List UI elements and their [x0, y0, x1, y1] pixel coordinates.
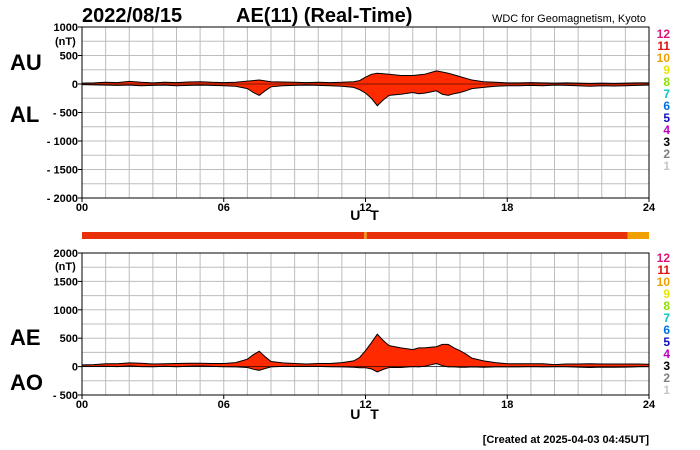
- station-count-label: 10: [657, 275, 671, 289]
- y-tick-label: 0: [72, 362, 78, 374]
- x-tick-label: 00: [76, 399, 88, 411]
- ao-label: AO: [10, 370, 43, 395]
- station-count-label: 7: [663, 311, 670, 325]
- y-tick-label: 1500: [54, 276, 78, 288]
- station-count-label: 2: [663, 371, 670, 385]
- top-grid: [82, 27, 649, 198]
- top-plot: [81, 70, 650, 107]
- y-tick-label: - 2000: [47, 193, 78, 205]
- station-count-label: 4: [663, 347, 670, 361]
- station-count-label: 7: [663, 87, 670, 101]
- station-count-label: 12: [657, 27, 671, 41]
- y-tick-label: 2000: [54, 248, 78, 260]
- au-label: AU: [10, 50, 42, 75]
- station-count-label: 1: [663, 159, 670, 173]
- station-count-label: 8: [663, 299, 670, 313]
- top-unit-label: (nT): [55, 36, 76, 48]
- range-fill-area: [82, 334, 649, 372]
- status-segment: [82, 232, 365, 239]
- date-label: 2022/08/15: [82, 5, 182, 27]
- station-count-label: 12: [657, 251, 671, 265]
- station-count-label: 2: [663, 147, 670, 161]
- x-tick-label: 06: [218, 202, 230, 214]
- y-tick-label: - 1500: [47, 165, 78, 177]
- station-count-label: 3: [663, 135, 670, 149]
- top-x-axis-title: U T: [350, 207, 382, 223]
- created-timestamp: [Created at 2025-04-03 04:45UT]: [483, 434, 650, 446]
- x-tick-label: 12: [359, 202, 371, 214]
- y-tick-label: 500: [60, 333, 78, 345]
- y-tick-label: - 500: [53, 390, 78, 402]
- series-line-al: [81, 84, 650, 107]
- station-count-label: 10: [657, 51, 671, 65]
- range-fill-area: [82, 70, 649, 106]
- station-count-label: 1: [663, 383, 670, 397]
- x-tick-label: 18: [501, 202, 513, 214]
- station-count-label: 6: [663, 99, 670, 113]
- station-count-label: 9: [663, 287, 670, 301]
- station-count-label: 11: [657, 263, 670, 277]
- figure-title: AE(11) (Real-Time): [236, 5, 412, 27]
- bottom-x-axis-title: U T: [350, 406, 382, 422]
- x-tick-label: 12: [359, 399, 371, 411]
- station-count-label: 5: [663, 111, 670, 125]
- series-line-ae: [81, 333, 650, 366]
- station-count-label: 3: [663, 359, 670, 373]
- station-count-label: 11: [657, 39, 670, 53]
- al-label: AL: [10, 102, 39, 127]
- station-count-label: 5: [663, 335, 670, 349]
- station-count-label: 8: [663, 75, 670, 89]
- y-tick-label: - 1000: [47, 136, 78, 148]
- series-line-au: [81, 70, 649, 84]
- status-segment: [627, 232, 649, 239]
- institution-label: WDC for Geomagnetism, Kyoto: [492, 13, 646, 25]
- status-segment: [366, 232, 628, 239]
- x-tick-label: 18: [501, 399, 513, 411]
- station-count-label: 4: [663, 123, 670, 137]
- y-tick-label: 1000: [54, 305, 78, 317]
- x-tick-label: 24: [643, 399, 656, 411]
- y-tick-label: 500: [60, 51, 78, 63]
- x-tick-label: 06: [218, 399, 230, 411]
- bottom-plot: [81, 333, 650, 373]
- y-tick-label: 1000: [54, 22, 78, 34]
- station-count-label: 6: [663, 323, 670, 337]
- bottom-unit-label: (nT): [55, 261, 76, 273]
- y-tick-label: 0: [72, 79, 78, 91]
- station-status-bar: [82, 232, 649, 239]
- y-tick-label: - 500: [53, 108, 78, 120]
- ae-label: AE: [10, 325, 41, 350]
- x-tick-label: 24: [643, 202, 656, 214]
- status-segment: [364, 232, 367, 239]
- au-al-panel: AU AL (nT) U T 1000 500 0 - 500 - 1000 - 1500…: [10, 22, 656, 223]
- x-tick-label: 00: [76, 202, 88, 214]
- bottom-grid: [82, 253, 649, 395]
- station-count-label: 9: [663, 63, 670, 77]
